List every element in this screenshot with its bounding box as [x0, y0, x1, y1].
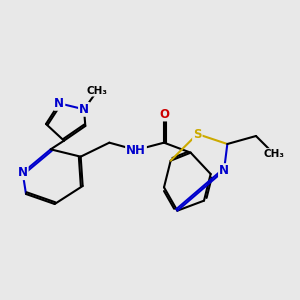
Text: O: O: [159, 107, 169, 121]
Text: N: N: [54, 97, 64, 110]
Text: N: N: [219, 164, 229, 177]
Text: N: N: [18, 166, 28, 179]
Text: CH₃: CH₃: [87, 86, 108, 96]
Text: S: S: [193, 128, 202, 140]
Text: CH₃: CH₃: [263, 149, 284, 159]
Text: NH: NH: [126, 143, 146, 157]
Text: N: N: [79, 103, 89, 116]
